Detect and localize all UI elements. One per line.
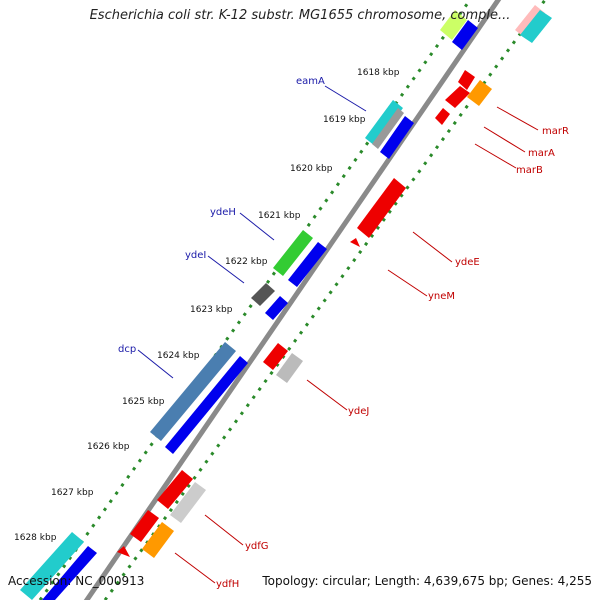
gene-label-ydfG[interactable]: ydfG <box>245 541 269 552</box>
gene-bottom-blue[interactable] <box>42 546 97 600</box>
tick-label-1627: 1627 kbp <box>51 488 94 498</box>
gene-eamA-blue[interactable] <box>380 116 414 159</box>
gene-marR-orange[interactable] <box>467 80 492 106</box>
gene-marR-red[interactable] <box>458 70 475 90</box>
map-title: Escherichia coli str. K-12 substr. MG165… <box>89 8 511 23</box>
tick-label-1628: 1628 kbp <box>14 533 57 543</box>
gene-label-ydeJ[interactable]: ydeJ <box>348 406 369 417</box>
gene-label-ydeE[interactable]: ydeE <box>455 257 480 268</box>
gene-yneM-red[interactable] <box>350 238 360 247</box>
gene-ydeI-blue[interactable] <box>265 296 288 320</box>
gene-label-yneM[interactable]: yneM <box>428 291 455 302</box>
tick-label-1623: 1623 kbp <box>190 305 233 315</box>
leader-ydfH <box>174 552 216 584</box>
leader-ydeE <box>412 231 453 263</box>
gene-dcp-steelblue[interactable] <box>150 342 236 441</box>
gene-label-ydfH[interactable]: ydfH <box>216 579 239 590</box>
gene-ydfG-red-2[interactable] <box>130 510 159 542</box>
gene-ydeJ-red[interactable] <box>263 343 288 370</box>
gene-dcp-blue[interactable] <box>165 356 248 454</box>
chromosome-backbone <box>83 0 502 600</box>
tick-label-1626: 1626 kbp <box>87 442 130 452</box>
tick-label-1624: 1624 kbp <box>157 351 200 361</box>
gene-ydfH-orange[interactable] <box>142 522 174 558</box>
leader-ydfG <box>204 514 244 546</box>
gene-marB-red[interactable] <box>435 108 450 125</box>
gene-eamA-cyan[interactable] <box>365 100 403 146</box>
gene-top-cyan[interactable] <box>520 10 552 43</box>
tick-label-1618: 1618 kbp <box>357 68 400 78</box>
leader-eamA <box>324 85 367 112</box>
gene-label-marB[interactable]: marB <box>516 165 543 176</box>
leader-marR <box>496 106 539 131</box>
gene-label-marR[interactable]: marR <box>542 126 569 137</box>
gene-eamA-gray[interactable] <box>372 108 404 149</box>
gene-ydeE-red[interactable] <box>357 178 406 238</box>
tick-label-1621: 1621 kbp <box>258 211 301 221</box>
leader-ydeJ <box>306 379 348 411</box>
tick-label-1622: 1622 kbp <box>225 257 268 267</box>
gene-marA-red[interactable] <box>445 86 470 108</box>
gene-label-dcp[interactable]: dcp <box>118 344 136 355</box>
gene-ydfG-gray[interactable] <box>170 482 206 523</box>
gene-label-ydeI[interactable]: ydeI <box>185 250 206 261</box>
gene-ydfG-red-1[interactable] <box>157 470 193 509</box>
gene-bottom-cyan[interactable] <box>20 532 84 600</box>
leader-marB <box>474 143 517 169</box>
tick-label-1620: 1620 kbp <box>290 164 333 174</box>
gene-label-eamA[interactable]: eamA <box>296 76 325 87</box>
gene-ydeH-green[interactable] <box>273 230 313 276</box>
leader-ydeH <box>239 212 275 241</box>
gene-label-marA[interactable]: marA <box>528 148 555 159</box>
tick-label-1625: 1625 kbp <box>122 397 165 407</box>
gene-ydeJ-gray[interactable] <box>276 353 303 383</box>
tick-label-1619: 1619 kbp <box>323 115 366 125</box>
gene-ydfH-red[interactable] <box>117 546 130 557</box>
leader-dcp <box>137 349 174 379</box>
gene-block-top-blue[interactable] <box>452 20 478 50</box>
gene-label-ydeH[interactable]: ydeH <box>210 207 236 218</box>
accession-label: Accession: NC_000913 <box>8 574 145 588</box>
leader-yneM <box>387 269 428 297</box>
leader-marA <box>483 126 526 153</box>
gene-ydeI-darkgray[interactable] <box>251 283 275 306</box>
gene-ydeH-blue[interactable] <box>288 242 327 287</box>
gene-block-top-lime[interactable] <box>440 10 467 40</box>
leader-ydeI <box>207 255 245 284</box>
genome-summary: Topology: circular; Length: 4,639,675 bp… <box>262 574 592 588</box>
